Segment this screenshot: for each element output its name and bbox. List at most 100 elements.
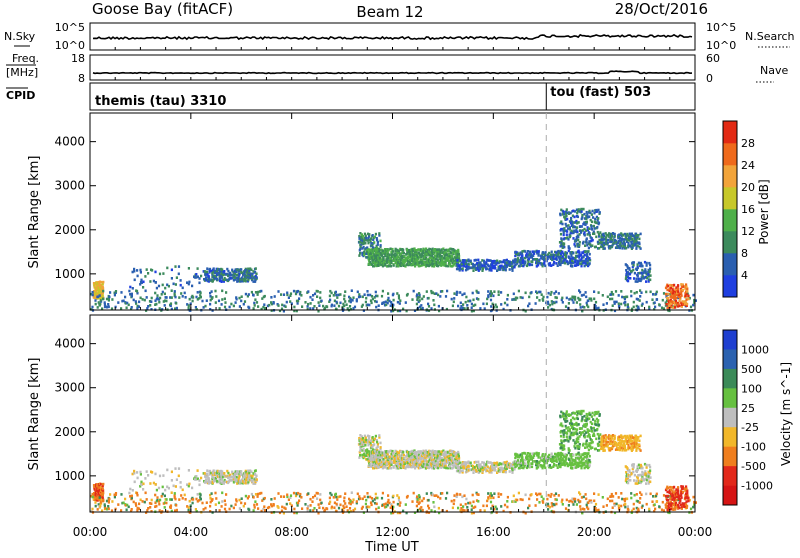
velocity-cell	[195, 498, 197, 501]
power-cell	[571, 220, 573, 223]
velocity-cell	[199, 496, 201, 499]
velocity-cell	[126, 509, 128, 512]
power-cell	[250, 269, 252, 272]
power-cell	[206, 299, 208, 302]
velocity-cell	[115, 492, 117, 495]
freq-right-tick-top: 60	[706, 52, 720, 65]
power-cell	[174, 293, 176, 296]
velocity-cell	[257, 495, 259, 498]
power-cell	[593, 232, 595, 235]
velocity-cell	[309, 498, 311, 501]
power-cell	[586, 253, 588, 256]
velocity-cell	[453, 494, 455, 497]
power-cell	[338, 305, 340, 308]
velocity-cell	[518, 492, 520, 495]
velocity-cell	[576, 503, 578, 506]
power-cell	[626, 296, 628, 299]
power-cell	[663, 292, 665, 295]
power-cell	[387, 292, 389, 295]
power-cell	[398, 297, 400, 300]
velocity-cell	[268, 506, 270, 509]
power-cell	[547, 306, 549, 309]
velocity-cell	[131, 495, 133, 498]
power-cell	[563, 227, 565, 230]
velocity-cell	[486, 469, 488, 472]
velocity-cell	[254, 500, 256, 503]
power-cell	[251, 291, 253, 294]
velocity-cell	[558, 494, 560, 497]
velocity-cell	[158, 503, 160, 506]
power-cell	[158, 301, 160, 304]
velocity-cell	[662, 501, 664, 504]
power-cell	[161, 293, 163, 296]
power-cell	[662, 299, 664, 302]
velocity-cell	[486, 505, 488, 508]
velocity-cell	[561, 499, 563, 502]
power-cell	[213, 267, 215, 270]
power-cell	[486, 267, 488, 270]
power-cell	[677, 290, 679, 293]
velocity-cell	[546, 498, 548, 501]
velocity-cell	[316, 497, 318, 500]
power-cell	[570, 217, 572, 220]
power-cell	[645, 291, 647, 294]
velocity-cell	[498, 495, 500, 498]
power-cell	[565, 305, 567, 308]
power-cell	[245, 293, 247, 296]
velocity-cell	[412, 455, 414, 458]
power-cell	[571, 259, 573, 262]
velocity-cell	[465, 503, 467, 506]
power-cell	[681, 294, 683, 297]
velocity-cell	[642, 505, 644, 508]
power-cell	[612, 239, 614, 242]
power-cell	[614, 302, 616, 305]
velocity-cell	[610, 495, 612, 498]
velocity-cell	[493, 492, 495, 495]
power-cell	[164, 304, 166, 307]
power-cell	[422, 307, 424, 310]
power-cell	[627, 280, 629, 283]
velocity-cell	[102, 496, 104, 499]
power-cell	[100, 299, 102, 302]
power-cell	[260, 290, 262, 293]
velocity-cell	[568, 504, 570, 507]
power-cell	[580, 265, 582, 268]
velocity-cell	[339, 504, 341, 507]
power-cell	[486, 303, 488, 306]
power-cell	[543, 262, 545, 265]
velocity-cell	[516, 499, 518, 502]
velocity-cell	[140, 499, 142, 502]
power-cell	[661, 307, 663, 310]
power-cell	[666, 289, 668, 292]
velocity-cell	[500, 505, 502, 508]
velocity-cell	[159, 499, 161, 502]
power-cell	[527, 305, 529, 308]
power-cell	[136, 269, 138, 272]
power-cell	[452, 305, 454, 308]
power-cell	[131, 306, 133, 309]
velocity-cell	[240, 502, 242, 505]
velocity-cell	[124, 498, 126, 501]
velocity-cell	[423, 497, 425, 500]
power-cell	[166, 296, 168, 299]
velocity-cell	[102, 488, 104, 491]
power-cell	[586, 221, 588, 224]
y-tick-label: 4000	[54, 135, 85, 149]
power-cell	[592, 239, 594, 242]
power-cell	[535, 302, 537, 305]
velocity-cell	[368, 506, 370, 509]
power-cell	[531, 260, 533, 263]
velocity-cell	[565, 507, 567, 510]
power-cell	[556, 297, 558, 300]
power-cell	[677, 288, 679, 291]
velocity-cell	[535, 504, 537, 507]
velocity-cell	[108, 498, 110, 501]
power-cell	[550, 264, 552, 267]
power-cell	[549, 262, 551, 265]
power-cell	[253, 307, 255, 310]
velocity-cell	[136, 471, 138, 474]
power-cell	[321, 300, 323, 303]
power-cell	[542, 299, 544, 302]
velocity-cell	[397, 503, 399, 506]
power-cell	[566, 233, 568, 236]
